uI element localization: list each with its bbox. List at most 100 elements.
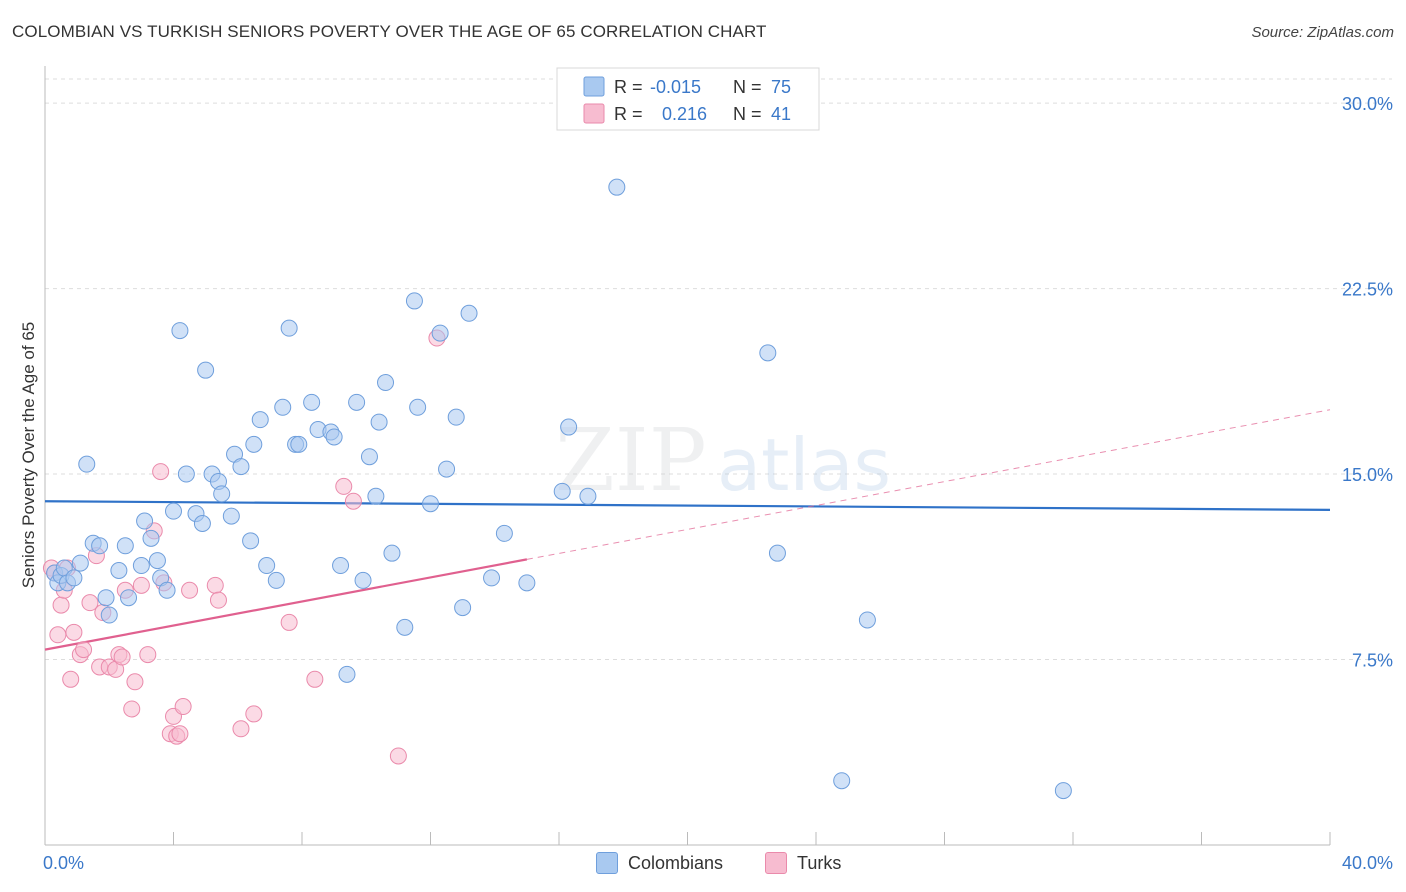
y-tick-label: 30.0% <box>1342 94 1393 114</box>
point-colombians <box>858 611 876 629</box>
point-turks <box>139 646 157 664</box>
point-colombians <box>495 524 513 542</box>
point-colombians <box>222 507 240 525</box>
point-colombians <box>258 557 276 575</box>
point-turks <box>65 623 83 641</box>
point-colombians <box>132 557 150 575</box>
point-colombians <box>405 292 423 310</box>
legend-r-value: -0.015 <box>650 77 701 97</box>
legend-r-value: 0.216 <box>662 104 707 124</box>
point-colombians <box>274 398 292 416</box>
point-colombians <box>213 485 231 503</box>
point-turks <box>174 698 192 716</box>
point-colombians <box>360 448 378 466</box>
point-turks <box>171 725 189 743</box>
source-credit: Source: ZipAtlas.com <box>1251 24 1394 41</box>
point-colombians <box>116 537 134 555</box>
watermark: ZIP atlas <box>555 411 891 511</box>
legend-label-turks: Turks <box>797 852 842 873</box>
point-colombians <box>120 589 138 607</box>
point-colombians <box>303 393 321 411</box>
point-colombians <box>553 482 571 500</box>
point-colombians <box>148 552 166 570</box>
point-turks <box>181 581 199 599</box>
point-turks <box>113 648 131 666</box>
point-colombians <box>370 413 388 431</box>
point-colombians <box>768 544 786 562</box>
point-colombians <box>1054 782 1072 800</box>
point-colombians <box>447 408 465 426</box>
point-turks <box>75 641 93 659</box>
point-colombians <box>232 458 250 476</box>
point-colombians <box>171 322 189 340</box>
point-turks <box>126 673 144 691</box>
point-colombians <box>377 374 395 392</box>
colombians-points <box>46 178 1072 800</box>
point-colombians <box>608 178 626 196</box>
point-colombians <box>251 411 269 429</box>
legend-r-label: R = <box>614 104 643 124</box>
point-colombians <box>142 529 160 547</box>
y-axis-label: Seniors Poverty Over the Age of 65 <box>19 322 38 588</box>
point-colombians <box>460 304 478 322</box>
point-colombians <box>165 502 182 520</box>
tick-labels: 7.5% 15.0% 22.5% 30.0% 0.0% 40.0% <box>43 94 1393 873</box>
legend-item-turks[interactable]: Turks <box>765 852 841 874</box>
point-colombians <box>91 537 109 555</box>
point-colombians <box>579 487 597 505</box>
point-colombians <box>338 665 356 683</box>
point-turks <box>280 613 298 631</box>
point-colombians <box>560 418 578 436</box>
point-turks <box>81 594 99 612</box>
point-colombians <box>110 561 128 579</box>
point-colombians <box>197 361 215 379</box>
point-turks <box>245 705 263 723</box>
point-colombians <box>454 599 472 617</box>
point-turks <box>335 477 353 495</box>
point-turks <box>62 670 80 688</box>
point-turks <box>344 492 362 510</box>
point-turks <box>232 720 250 738</box>
point-colombians <box>193 515 211 533</box>
point-colombians <box>332 557 350 575</box>
point-colombians <box>100 606 118 624</box>
point-colombians <box>409 398 427 416</box>
point-colombians <box>367 487 385 505</box>
gridlines <box>45 78 1392 661</box>
point-turks <box>206 576 224 594</box>
x-tick-label: 0.0% <box>43 853 84 873</box>
point-colombians <box>267 571 285 589</box>
point-colombians <box>431 324 449 342</box>
axes <box>44 66 1331 846</box>
legend-swatch-turks <box>765 852 787 874</box>
y-tick-label: 22.5% <box>1342 280 1393 300</box>
point-turks <box>52 596 70 614</box>
trend-line-turks <box>44 558 528 651</box>
point-colombians <box>518 574 536 592</box>
point-colombians <box>396 618 414 636</box>
point-turks <box>123 700 141 718</box>
point-colombians <box>290 435 308 453</box>
point-colombians <box>97 589 115 607</box>
trend-line-colombians <box>44 500 1331 512</box>
point-turks <box>209 591 227 609</box>
turks-points <box>42 329 446 765</box>
point-colombians <box>245 435 263 453</box>
point-colombians <box>136 512 154 530</box>
legend-label-colombians: Colombians <box>628 852 724 873</box>
point-colombians <box>158 581 176 599</box>
legend-n-label: N = <box>733 104 762 124</box>
y-tick-label: 7.5% <box>1352 651 1393 671</box>
point-colombians <box>65 569 83 587</box>
point-turks <box>389 747 407 765</box>
point-colombians <box>280 319 298 337</box>
point-colombians <box>438 460 456 478</box>
point-turks <box>49 626 67 644</box>
point-colombians <box>325 428 343 446</box>
point-colombians <box>383 544 401 562</box>
legend-item-colombians[interactable]: Colombians <box>596 852 723 874</box>
x-tick-label: 40.0% <box>1342 853 1393 873</box>
point-colombians <box>833 772 851 790</box>
point-colombians <box>354 571 372 589</box>
